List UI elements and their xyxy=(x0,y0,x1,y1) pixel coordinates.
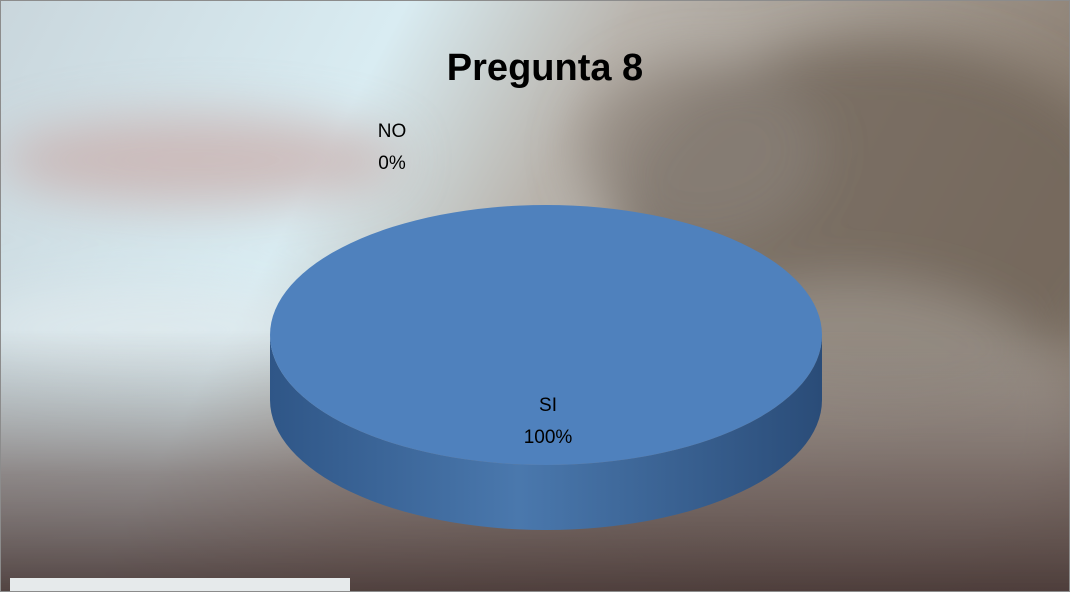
pie-slice-top xyxy=(270,205,822,465)
slice-value-label: 0% xyxy=(378,153,406,174)
slice-category-label: SI xyxy=(539,395,557,416)
pie-slice xyxy=(270,205,822,530)
pie-slice-side xyxy=(270,335,822,530)
chart-title: Pregunta 8 xyxy=(447,47,643,89)
slice-value-label: 100% xyxy=(524,427,573,448)
slice-category-label: NO xyxy=(378,121,407,142)
